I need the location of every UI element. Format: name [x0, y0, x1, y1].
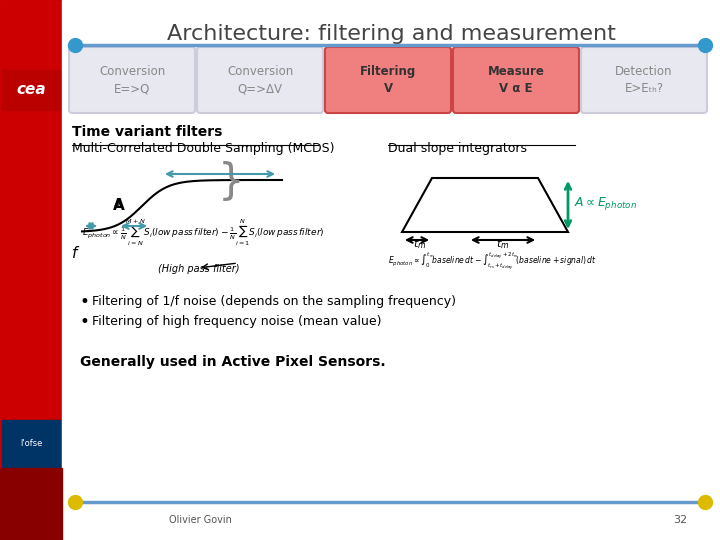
Text: Detection
E>Eₜₕ?: Detection E>Eₜₕ?: [616, 65, 672, 95]
Text: Filtering of high frequency noise (mean value): Filtering of high frequency noise (mean …: [92, 315, 382, 328]
Polygon shape: [402, 178, 568, 232]
FancyBboxPatch shape: [197, 47, 323, 113]
Text: (High pass filter): (High pass filter): [158, 264, 240, 274]
Text: Filtering
V: Filtering V: [360, 65, 416, 95]
Text: Generally used in Active Pixel Sensors.: Generally used in Active Pixel Sensors.: [80, 355, 386, 369]
FancyBboxPatch shape: [325, 47, 451, 113]
Text: Measure
V α E: Measure V α E: [487, 65, 544, 95]
Text: Multi-Correlated Double Sampling (MCDS): Multi-Correlated Double Sampling (MCDS): [72, 142, 335, 155]
Text: 32: 32: [673, 515, 687, 525]
Text: $E_{photon} \propto \frac{1}{N}\sum_{i=N}^{M+N} S_i(low\,pass\,filter) - \frac{1: $E_{photon} \propto \frac{1}{N}\sum_{i=N…: [82, 218, 325, 248]
Text: cea: cea: [16, 83, 46, 98]
Bar: [0, 468, 62, 540]
Text: •: •: [80, 293, 90, 311]
Text: •: •: [80, 313, 90, 331]
FancyBboxPatch shape: [69, 47, 195, 113]
Text: Filtering of 1/f noise (depends on the sampling frequency): Filtering of 1/f noise (depends on the s…: [92, 295, 456, 308]
Text: Time variant filters: Time variant filters: [72, 125, 222, 139]
FancyBboxPatch shape: [581, 47, 707, 113]
FancyBboxPatch shape: [453, 47, 579, 113]
Text: $t_m$: $t_m$: [496, 237, 509, 251]
Bar: [2, 420, 60, 468]
Text: $E_{photon} \propto \int_0^{t_m}\!baseline\,dt - \int_{t_{rs}+t_{delay}}^{t_{del: $E_{photon} \propto \int_0^{t_m}\!baseli…: [388, 250, 597, 272]
Text: Conversion
Q=>ΔV: Conversion Q=>ΔV: [227, 65, 293, 95]
Bar: [2, 70, 60, 110]
Text: Architecture: filtering and measurement: Architecture: filtering and measurement: [166, 24, 616, 44]
Text: }: }: [218, 161, 245, 203]
Text: Olivier Govin: Olivier Govin: [168, 515, 231, 525]
Text: f: f: [72, 246, 77, 261]
Text: A: A: [113, 198, 125, 213]
Text: Conversion
E=>Q: Conversion E=>Q: [99, 65, 165, 95]
Bar: [0, 0, 62, 540]
Text: $A \propto E_{photon}$: $A \propto E_{photon}$: [574, 195, 637, 213]
Text: Dual slope integrators: Dual slope integrators: [388, 142, 527, 155]
Text: l'ofse: l'ofse: [20, 440, 42, 449]
Text: $t_m$: $t_m$: [413, 237, 426, 251]
